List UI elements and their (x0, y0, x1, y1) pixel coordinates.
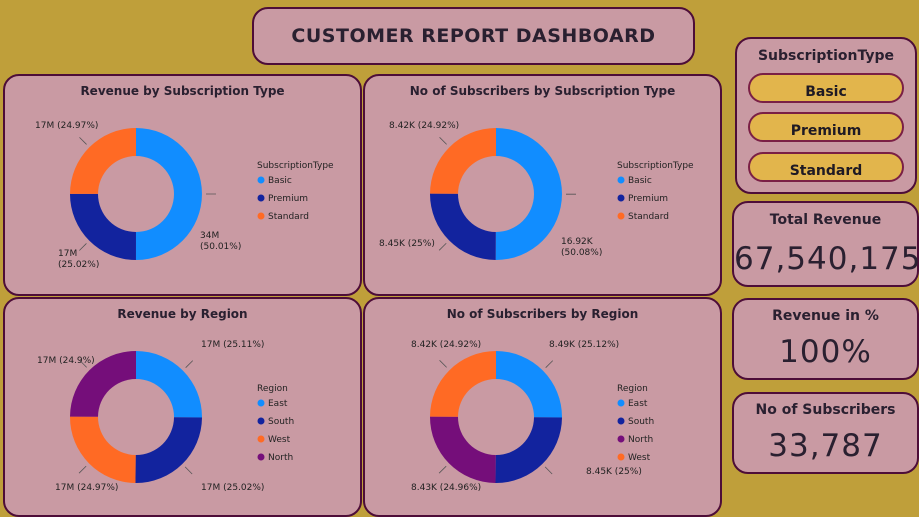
kpi-label: No of Subscribers (755, 402, 896, 418)
legend-swatch (257, 453, 265, 461)
chart-title: Revenue by Region (117, 307, 248, 321)
donut-slice-premium[interactable] (70, 193, 136, 260)
donut-slice-north[interactable] (70, 351, 136, 417)
legend-item-standard[interactable]: Standard (628, 212, 669, 222)
donut-slice-south[interactable] (495, 417, 562, 483)
legend-title: SubscriptionType (617, 161, 694, 171)
donut-chart: 17M (25.11%) 17M (25.02%) 17M (24.97%) 17M … (37, 340, 294, 493)
donut-chart: 34M (50.01%) 17M (25.02%) 17M (24.97%) Subscr… (35, 121, 334, 270)
legend-item-west[interactable]: West (628, 453, 651, 463)
slicer-option-standard[interactable]: Standard (748, 152, 904, 182)
data-label: 17M (25.02%) (201, 483, 264, 493)
chart-panel-revenue-by-subscription-type[interactable]: Revenue by Subscription Type 34M (50.01%)… (3, 74, 362, 296)
donut-slice-west[interactable] (430, 351, 496, 417)
legend-item-premium[interactable]: Premium (628, 194, 668, 204)
legend-title: Region (617, 384, 648, 394)
legend-item-premium[interactable]: Premium (268, 194, 308, 204)
data-label: 8.49K (25.12%) (549, 340, 619, 350)
kpi-card-total-revenue: Total Revenue 67,540,175 (732, 201, 919, 287)
chart-title: No of Subscribers by Region (446, 307, 639, 321)
legend-item-north[interactable]: North (628, 435, 653, 445)
data-label: 17M (24.97%) (55, 483, 118, 493)
kpi-value: 33,787 (768, 428, 883, 464)
donut-slice-premium[interactable] (430, 193, 496, 260)
donut-slice-north[interactable] (430, 416, 496, 483)
legend-item-basic[interactable]: Basic (628, 176, 652, 186)
legend-swatch (617, 194, 625, 202)
dashboard-title: CUSTOMER REPORT DASHBOARD (252, 7, 695, 65)
data-label: 16.92K (50.08%) (561, 237, 602, 258)
data-label: 8.45K (25%) (379, 239, 435, 249)
chart-panel-subscribers-by-subscription-type[interactable]: No of Subscribers by Subscription Type 1… (363, 74, 722, 296)
slicer-option-premium[interactable]: Premium (748, 112, 904, 142)
leader-line (545, 360, 554, 368)
leader-line (438, 465, 447, 474)
subscription-type-slicer: SubscriptionType Basic Premium Standard (735, 37, 917, 194)
data-label: 8.43K (24.96%) (411, 483, 481, 493)
data-label: 17M (25.02%) (58, 249, 99, 270)
kpi-card-revenue-pct: Revenue in % 100% (732, 298, 919, 380)
kpi-label: Revenue in % (772, 308, 879, 324)
data-label: 8.42K (24.92%) (411, 340, 481, 350)
legend-swatch (257, 399, 265, 407)
data-label: 8.45K (25%) (586, 467, 642, 477)
donut-slice-basic[interactable] (135, 128, 202, 260)
leader-line (79, 243, 87, 251)
donut-chart: 16.92K (50.08%) 8.45K (25%) 8.42K (24.92%) S… (379, 121, 694, 260)
legend-swatch (257, 176, 265, 184)
leader-line (78, 465, 87, 474)
legend-item-east[interactable]: East (268, 399, 288, 409)
donut-chart: 8.49K (25.12%) 8.45K (25%) 8.43K (24.96%) 8… (411, 340, 654, 493)
donut-slice-west[interactable] (70, 416, 136, 483)
data-label: 34M (50.01%) (200, 231, 241, 252)
donut-slice-standard[interactable] (430, 128, 496, 194)
leader-line (544, 466, 553, 475)
legend-item-east[interactable]: East (628, 399, 648, 409)
donut-slice-east[interactable] (136, 351, 202, 418)
legend-item-west[interactable]: West (268, 435, 291, 445)
kpi-card-subscribers: No of Subscribers 33,787 (732, 392, 919, 474)
donut-slice-basic[interactable] (495, 128, 562, 260)
legend-swatch (257, 417, 265, 425)
chart-panel-revenue-by-region[interactable]: Revenue by Region 17M (25.11%) 17M (25.02… (3, 297, 362, 517)
donut-slice-south[interactable] (135, 417, 202, 483)
legend-swatch (617, 176, 625, 184)
legend-swatch (617, 417, 625, 425)
legend-swatch (617, 435, 625, 443)
legend-item-basic[interactable]: Basic (268, 176, 292, 186)
donut-slice-east[interactable] (496, 351, 562, 418)
data-label: 17M (25.11%) (201, 340, 264, 350)
legend-item-south[interactable]: South (268, 417, 294, 427)
leader-line (185, 360, 194, 368)
legend-item-standard[interactable]: Standard (268, 212, 309, 222)
kpi-value: 67,540,175 (734, 241, 919, 277)
legend-swatch (617, 212, 625, 220)
kpi-value: 100% (779, 334, 872, 370)
legend-swatch (257, 435, 265, 443)
slicer-option-basic[interactable]: Basic (748, 73, 904, 103)
leader-line (438, 242, 447, 251)
legend-title: SubscriptionType (257, 161, 334, 171)
leader-line (439, 137, 447, 145)
slicer-title: SubscriptionType (757, 48, 895, 64)
legend-item-north[interactable]: North (268, 453, 293, 463)
legend-swatch (617, 399, 625, 407)
data-label: 17M (24.9%) (37, 356, 95, 366)
leader-line (79, 359, 87, 368)
legend-swatch (257, 194, 265, 202)
chart-title: Revenue by Subscription Type (80, 84, 285, 98)
legend-item-south[interactable]: South (628, 417, 654, 427)
chart-panel-subscribers-by-region[interactable]: No of Subscribers by Region 8.49K (25.12… (363, 297, 722, 517)
kpi-label: Total Revenue (769, 212, 882, 228)
leader-line (439, 360, 447, 368)
data-label: 8.42K (24.92%) (389, 121, 459, 131)
donut-slice-standard[interactable] (70, 128, 136, 194)
legend-swatch (617, 453, 625, 461)
chart-title: No of Subscribers by Subscription Type (409, 84, 676, 98)
legend-swatch (257, 212, 265, 220)
legend-title: Region (257, 384, 288, 394)
data-label: 17M (24.97%) (35, 121, 98, 131)
leader-line (79, 137, 87, 145)
leader-line (184, 466, 193, 475)
